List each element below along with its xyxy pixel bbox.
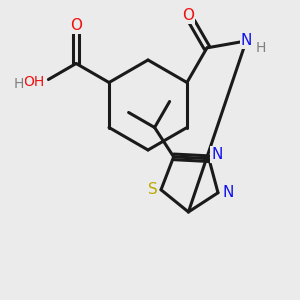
Text: O: O [70, 18, 82, 33]
Text: OH: OH [23, 74, 44, 88]
Text: O: O [182, 8, 194, 23]
Text: H: H [14, 76, 24, 91]
Text: S: S [148, 182, 158, 197]
Text: H: H [255, 41, 266, 55]
Text: N: N [211, 147, 223, 162]
Text: N: N [241, 33, 252, 48]
Text: N: N [222, 185, 234, 200]
